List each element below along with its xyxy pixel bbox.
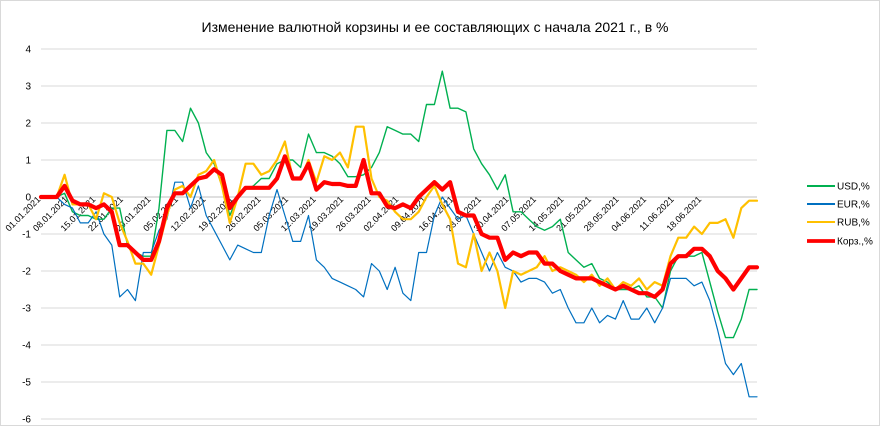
series-line-3 xyxy=(38,154,760,299)
legend: USD,% EUR,% RUB,% Корз.,% xyxy=(807,182,873,248)
y-tick-label: 3 xyxy=(25,82,31,93)
series-line-0 xyxy=(40,70,758,339)
y-axis: 4 3 2 1 0 -1 -2 -3 -4 -5 -6 xyxy=(22,45,31,426)
y-tick-label: -3 xyxy=(22,304,31,315)
series-lines xyxy=(38,70,760,398)
y-tick-label: -6 xyxy=(22,415,31,426)
y-tick-label: -1 xyxy=(22,230,31,241)
legend-label: USD,% xyxy=(837,182,870,193)
y-tick-label: -5 xyxy=(22,378,31,389)
y-tick-label: 2 xyxy=(25,119,31,130)
legend-label: Корз.,% xyxy=(837,237,873,248)
grid-lines xyxy=(41,48,757,420)
y-tick-label: -2 xyxy=(22,267,31,278)
y-tick-label: 1 xyxy=(25,156,31,167)
legend-label: RUB,% xyxy=(837,218,870,229)
legend-label: EUR,% xyxy=(837,200,870,211)
y-tick-label: -4 xyxy=(22,341,31,352)
y-tick-label: 0 xyxy=(25,193,31,204)
chart-title: Изменение валютной корзины и ее составля… xyxy=(202,19,669,35)
y-tick-label: 4 xyxy=(25,45,31,56)
